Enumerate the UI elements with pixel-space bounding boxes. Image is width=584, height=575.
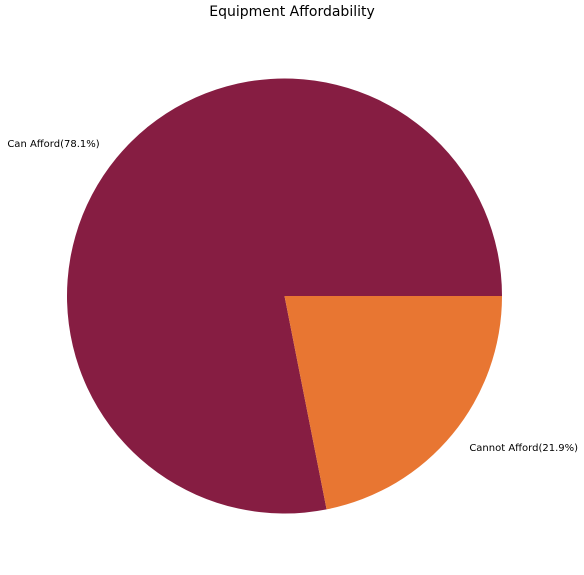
pie-slices [67,78,502,514]
pie-label-cannot-afford: Cannot Afford(21.9%) [469,443,578,454]
chart-title: Equipment Affordability [209,4,375,20]
pie-labels: Can Afford(78.1%) Cannot Afford(21.9%) [7,139,578,454]
pie-label-can-afford: Can Afford(78.1%) [7,139,99,150]
pie-slice-cannot-afford [284,296,502,510]
